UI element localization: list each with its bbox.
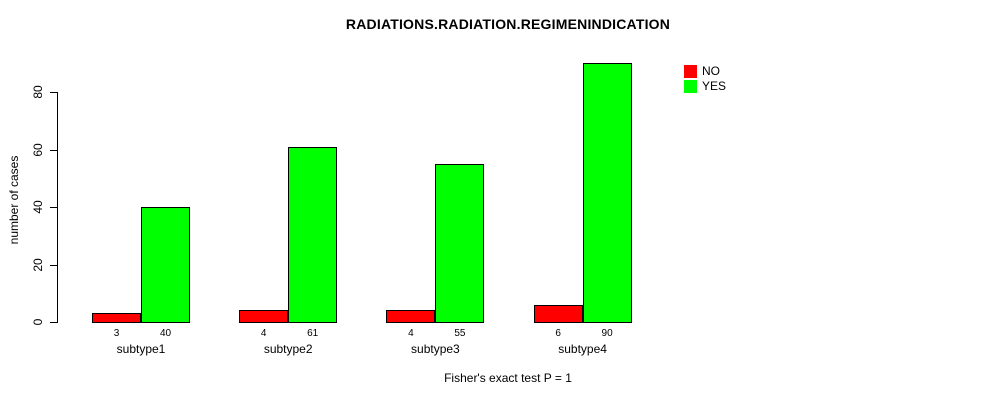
y-tick-label: 40 — [31, 200, 45, 214]
bar-no-subtype3 — [386, 310, 436, 323]
y-axis-tick — [50, 92, 57, 93]
legend-item-yes: YES — [684, 79, 726, 93]
y-axis-tick — [50, 264, 57, 266]
bar-value-label: 3 — [113, 328, 120, 339]
bar-yes-subtype2 — [288, 147, 338, 323]
y-axis-tick — [50, 149, 57, 151]
y-axis-tick — [50, 322, 57, 323]
category-label: subtype1 — [116, 342, 166, 356]
legend-label-no: NO — [702, 64, 720, 78]
y-tick-label: 60 — [31, 142, 45, 157]
y-axis-label: number of cases — [7, 155, 21, 245]
bar-yes-subtype1 — [141, 207, 190, 323]
bar-value-label: 6 — [555, 328, 561, 339]
y-tick-label: 0 — [31, 318, 45, 326]
category-label: subtype4 — [558, 342, 607, 356]
legend: NO YES — [684, 64, 726, 93]
bar-value-label: 55 — [454, 328, 466, 339]
x-axis-caption: Fisher's exact test P = 1 — [444, 371, 572, 385]
bar-yes-subtype4 — [582, 63, 632, 323]
y-axis-tick — [50, 207, 57, 208]
category-label: subtype3 — [411, 342, 460, 356]
y-tick-label: 20 — [31, 257, 45, 272]
bar-value-label: 90 — [601, 328, 613, 339]
bar-value-label: 4 — [408, 328, 414, 339]
category-label: subtype2 — [263, 342, 313, 356]
chart-title: RADIATIONS.RADIATION.REGIMENINDICATION — [345, 16, 671, 32]
legend-swatch-no-icon — [684, 64, 697, 78]
bar-value-label: 61 — [307, 328, 319, 339]
bar-no-subtype2 — [239, 310, 289, 323]
y-axis-line — [57, 92, 58, 323]
y-tick-label: 80 — [31, 85, 45, 99]
bar-no-subtype4 — [533, 305, 583, 323]
bar-no-subtype1 — [92, 313, 141, 323]
legend-swatch-yes-icon — [684, 79, 697, 93]
bar-yes-subtype3 — [435, 164, 485, 323]
bar-value-label: 40 — [159, 328, 172, 339]
legend-item-no: NO — [684, 64, 726, 78]
bar-value-label: 4 — [260, 328, 267, 339]
legend-label-yes: YES — [702, 79, 727, 93]
